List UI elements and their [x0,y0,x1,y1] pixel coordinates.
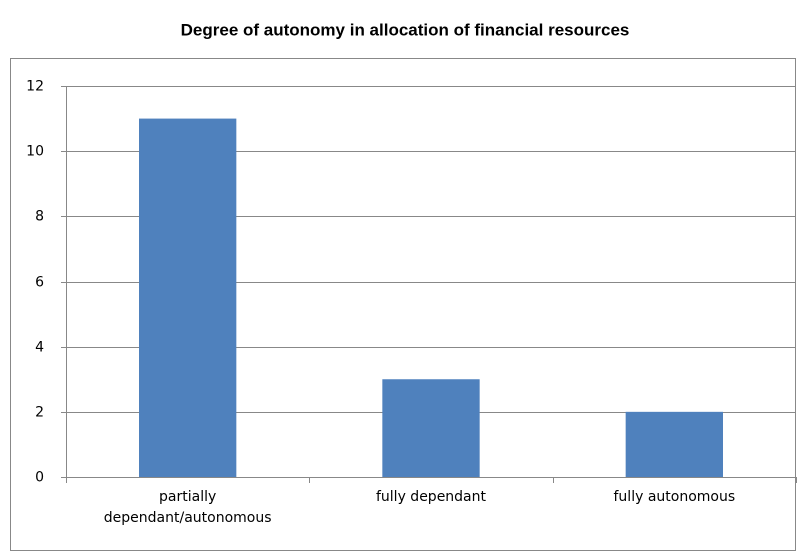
y-tick-label: 2 [35,405,44,421]
x-tick-label: partially dependant/autonomous [103,489,272,526]
y-tick-label: 6 [35,275,44,291]
bar [625,411,723,477]
y-tick-label: 8 [35,209,44,225]
y-tick-label: 10 [26,144,44,160]
bar [382,379,480,477]
x-tick-label: fully autonomous [613,489,736,505]
y-tick-label: 4 [35,340,44,356]
bar [139,118,237,477]
y-tick-label: 12 [26,79,44,95]
chart-title: Degree of autonomy in allocation of fina… [181,20,630,39]
y-tick-label: 0 [35,470,44,486]
x-tick-label: fully dependant [375,489,487,505]
